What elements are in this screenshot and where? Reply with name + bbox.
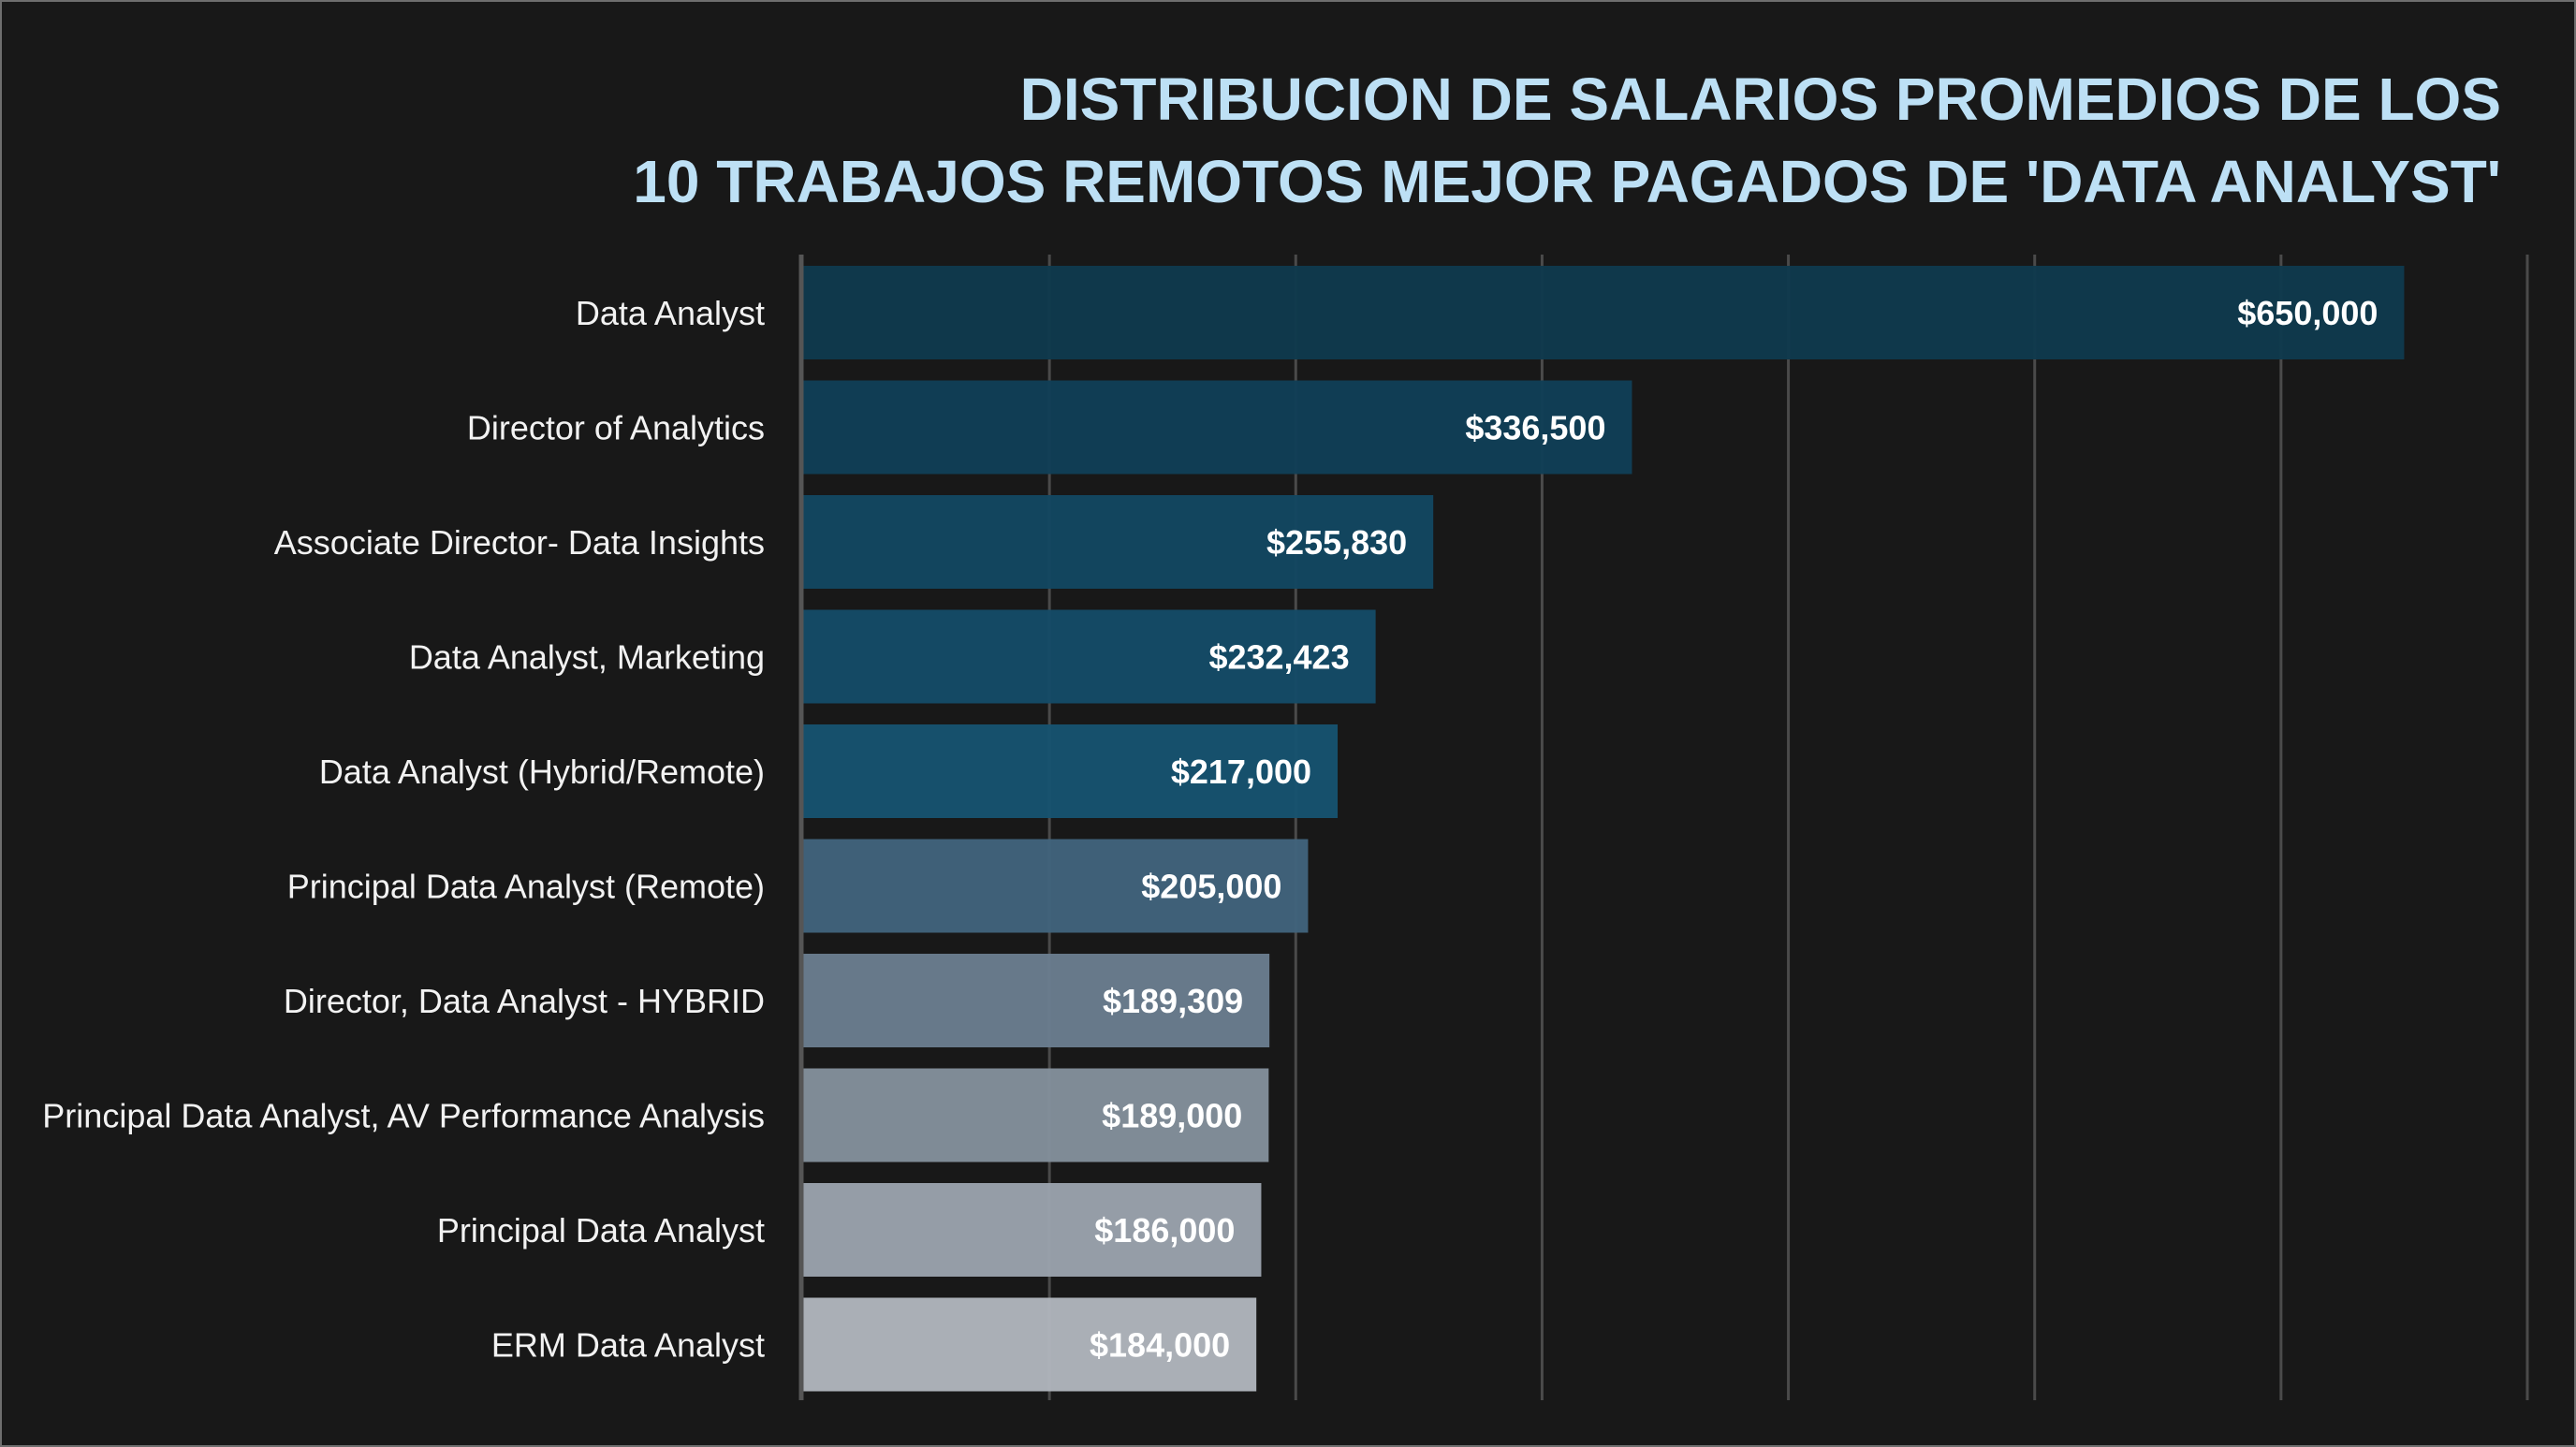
category-label: Data Analyst: [576, 294, 765, 332]
value-label: $186,000: [1094, 1211, 1235, 1250]
chart-title-line-1: DISTRIBUCION DE SALARIOS PROMEDIOS DE LO…: [1020, 66, 2501, 133]
value-label: $184,000: [1090, 1326, 1230, 1365]
bar: [803, 1297, 1257, 1392]
value-label: $255,830: [1266, 523, 1407, 562]
bar: [803, 495, 1434, 589]
category-label: Director of Analytics: [467, 409, 765, 447]
bar: [803, 609, 1376, 704]
value-label: $205,000: [1141, 868, 1281, 906]
category-label: Principal Data Analyst, AV Performance A…: [42, 1097, 765, 1135]
bar: [803, 1068, 1269, 1162]
category-label: Director, Data Analyst - HYBRID: [284, 982, 765, 1020]
bar: [803, 380, 1632, 475]
bar: [803, 839, 1309, 933]
bars: [803, 266, 2405, 1392]
bar: [803, 1183, 1262, 1277]
category-label: Associate Director- Data Insights: [274, 523, 765, 562]
value-label: $336,500: [1465, 409, 1605, 447]
bar: [803, 266, 2405, 359]
value-label: $232,423: [1208, 638, 1349, 677]
value-labels: $650,000 $336,500 $255,830 $232,423 $217,000…: [1090, 294, 2378, 1365]
category-label: Principal Data Analyst (Remote): [287, 868, 765, 906]
category-label: Data Analyst (Hybrid/Remote): [319, 753, 765, 791]
chart-title-line-2: 10 TRABAJOS REMOTOS MEJOR PAGADOS DE 'DA…: [633, 148, 2501, 215]
category-label: ERM Data Analyst: [491, 1326, 765, 1365]
category-labels: Data Analyst Director of Analytics Associa…: [42, 294, 765, 1365]
bar: [803, 724, 1339, 818]
category-label: Data Analyst, Marketing: [409, 638, 765, 677]
value-label: $189,309: [1103, 982, 1243, 1020]
value-label: $217,000: [1171, 753, 1311, 791]
value-label: $189,000: [1102, 1097, 1242, 1135]
category-label: Principal Data Analyst: [437, 1211, 765, 1250]
value-label: $650,000: [2237, 294, 2378, 332]
chart-title: DISTRIBUCION DE SALARIOS PROMEDIOS DE LO…: [633, 66, 2501, 215]
bar: [803, 954, 1270, 1047]
